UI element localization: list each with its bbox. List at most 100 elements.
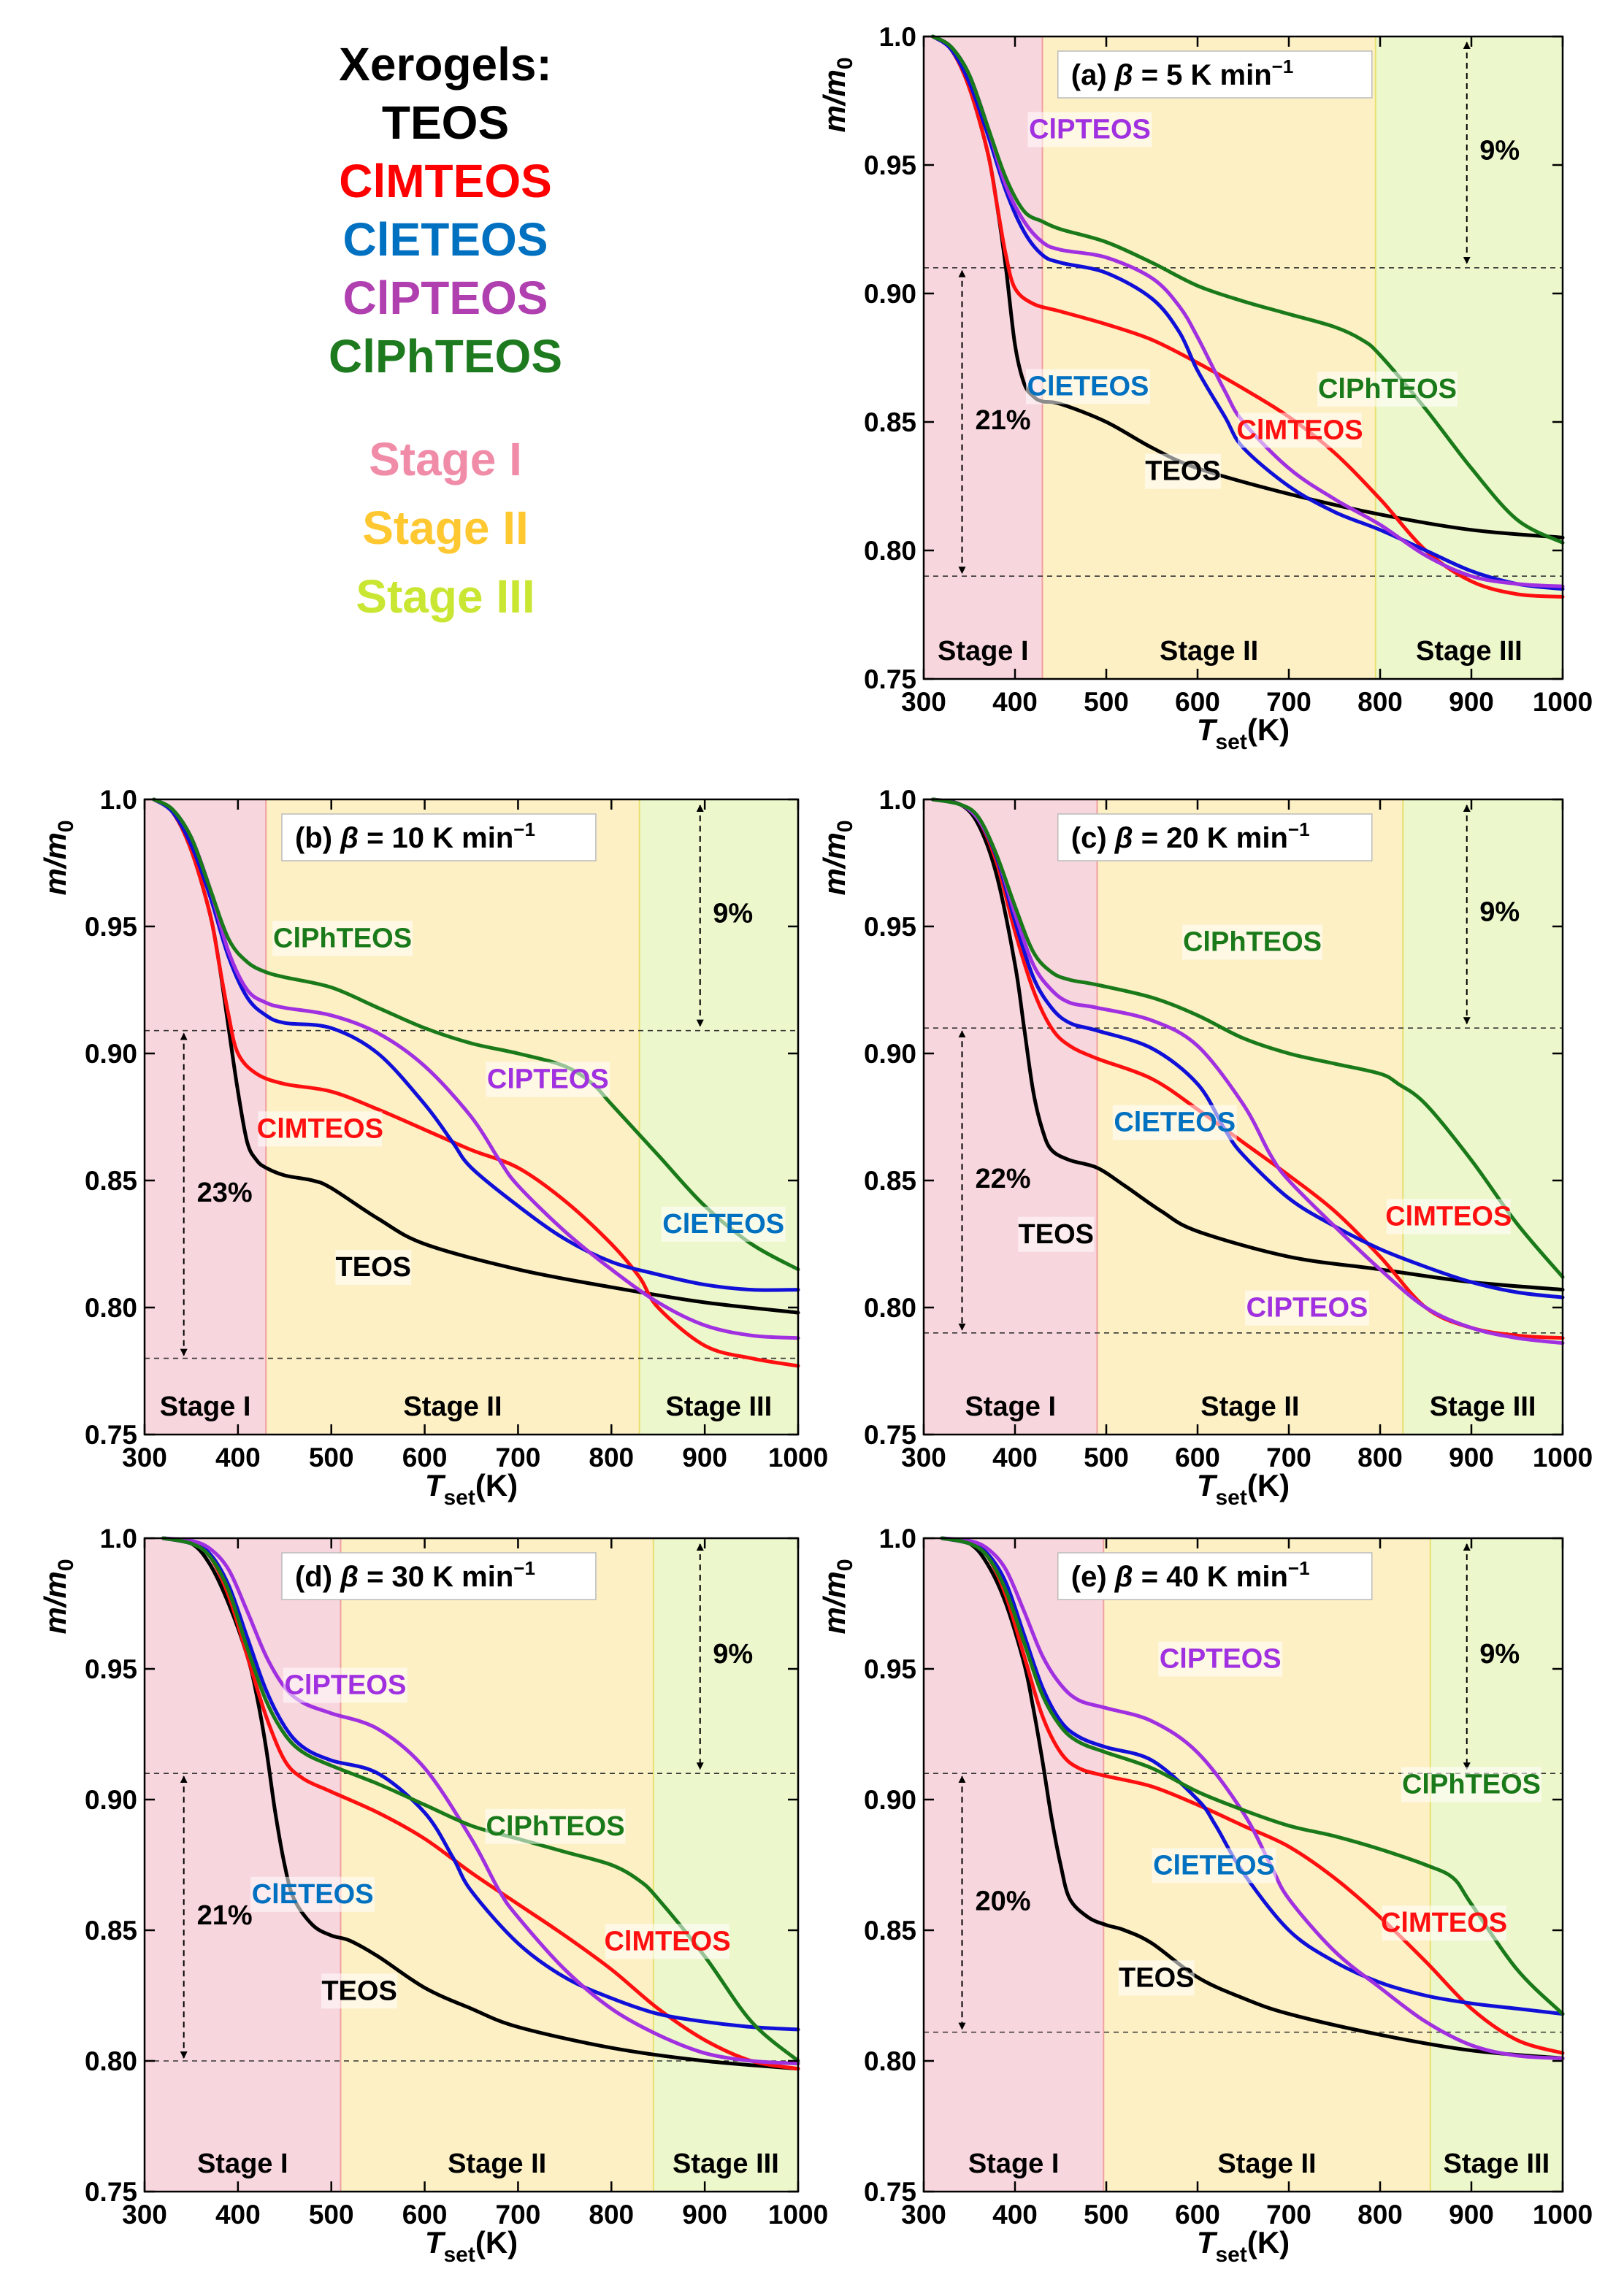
chart-panel-a: 21% 9% ClPTEOS ClETEOS ClPhTEOS ClMTEOS TEOS St… bbox=[817, 22, 1593, 754]
series-label-clphteos: ClPhTEOS bbox=[1183, 927, 1322, 958]
stage-label-2: Stage II bbox=[1160, 636, 1258, 667]
plot-frame bbox=[143, 798, 800, 1436]
annotation-total-loss: 21% bbox=[197, 1900, 253, 1931]
title-box bbox=[1057, 1552, 1373, 1600]
chart-panel-d: 21% 9% ClPTEOS ClPhTEOS ClETEOS ClMTEOS TEOS St… bbox=[38, 1524, 828, 2267]
series-label-clphteos: ClPhTEOS bbox=[1318, 374, 1457, 404]
series-label-bg bbox=[335, 1250, 412, 1286]
series-line-cleteos bbox=[161, 1536, 800, 2032]
stage-1-region bbox=[145, 799, 267, 1435]
annotation-bg bbox=[707, 1632, 759, 1671]
y-tick-label: 0.75 bbox=[864, 664, 916, 694]
series-label-bg bbox=[1386, 1199, 1511, 1235]
series-label-bg bbox=[1245, 1290, 1369, 1326]
series-label-teos: TEOS bbox=[1119, 1962, 1194, 1993]
series-label-bg bbox=[661, 1206, 786, 1242]
x-tick-label: 1000 bbox=[1533, 1443, 1593, 1473]
annotation-total-loss: 22% bbox=[975, 1164, 1030, 1194]
series-line-clphteos bbox=[940, 1536, 1565, 2016]
x-tick-label: 400 bbox=[215, 2200, 261, 2230]
annotation-stage3-loss: 9% bbox=[713, 898, 753, 929]
x-tick-label: 700 bbox=[1266, 687, 1311, 717]
x-tick-label: 400 bbox=[992, 687, 1038, 717]
x-tick-label: 500 bbox=[309, 1443, 354, 1473]
series-label-clmteos: ClMTEOS bbox=[257, 1113, 383, 1144]
chart-panel-b: 23% 9% ClPhTEOS ClPTEOS ClMTEOS ClETEOS TEOS St… bbox=[38, 785, 828, 1510]
series-label-teos: TEOS bbox=[321, 1976, 397, 2006]
series-label-clpteos: ClPTEOS bbox=[1160, 1644, 1282, 1675]
x-tick-label: 300 bbox=[901, 1443, 946, 1473]
x-tick-label: 500 bbox=[1084, 687, 1129, 717]
x-tick-label: 1000 bbox=[1533, 687, 1593, 717]
x-axis-label: Tset(K) bbox=[1197, 2225, 1290, 2267]
y-tick-label: 0.90 bbox=[85, 1039, 137, 1069]
annotation-bg bbox=[972, 1157, 1034, 1195]
series-line-cleteos bbox=[152, 797, 800, 1292]
y-tick-label: 0.90 bbox=[864, 1039, 916, 1069]
annotation-bg bbox=[707, 891, 759, 930]
series-line-clpteos bbox=[940, 1536, 1565, 2060]
series-label-clmteos: ClMTEOS bbox=[1385, 1201, 1512, 1232]
stage-label-2: Stage II bbox=[1200, 1391, 1299, 1422]
stage-label-3: Stage III bbox=[665, 1391, 772, 1422]
x-tick-label: 900 bbox=[1449, 687, 1494, 717]
y-axis-label: m/m0 bbox=[817, 1559, 857, 1634]
series-label-bg bbox=[1238, 412, 1362, 448]
series-line-cleteos bbox=[931, 34, 1565, 591]
x-tick-label: 700 bbox=[1266, 2200, 1311, 2230]
x-tick-label: 1000 bbox=[768, 1443, 828, 1473]
annotation-stage3-loss: 9% bbox=[1479, 135, 1520, 166]
x-tick-label: 500 bbox=[309, 2200, 354, 2230]
title-box bbox=[1057, 50, 1373, 99]
series-label-bg bbox=[1018, 1216, 1095, 1252]
series-label-clmteos: ClMTEOS bbox=[604, 1926, 730, 1957]
y-tick-label: 1.0 bbox=[879, 22, 916, 52]
y-tick-label: 1.0 bbox=[100, 1524, 137, 1554]
y-tick-label: 0.85 bbox=[864, 407, 916, 437]
y-tick-label: 0.80 bbox=[85, 1293, 137, 1323]
y-tick-label: 0.85 bbox=[85, 1166, 137, 1196]
series-label-bg bbox=[321, 1973, 398, 2009]
chart-title: (a) β = 5 K min−1 bbox=[1071, 55, 1294, 91]
stage-3-region bbox=[1375, 37, 1563, 679]
y-tick-label: 0.95 bbox=[864, 1654, 916, 1684]
stage-label-3: Stage III bbox=[1416, 636, 1522, 667]
title-box bbox=[281, 813, 597, 861]
x-axis-label: Tset(K) bbox=[1197, 1468, 1290, 1510]
series-label-cleteos: ClETEOS bbox=[1114, 1107, 1236, 1138]
x-tick-label: 300 bbox=[901, 2200, 946, 2230]
annotation-stage3-loss: 9% bbox=[713, 1639, 753, 1670]
series-label-clphteos: ClPhTEOS bbox=[1402, 1769, 1541, 1800]
series-line-clphteos bbox=[931, 34, 1565, 545]
x-tick-label: 700 bbox=[496, 1443, 541, 1473]
series-line-teos bbox=[931, 797, 1565, 1292]
series-label-clpteos: ClPTEOS bbox=[1029, 115, 1151, 145]
annotation-bg bbox=[972, 399, 1034, 437]
series-label-teos: TEOS bbox=[1145, 456, 1220, 487]
x-tick-label: 800 bbox=[589, 2200, 634, 2230]
legend-stage-3: Stage III bbox=[356, 570, 535, 623]
x-tick-label: 800 bbox=[1357, 687, 1403, 717]
y-axis-label: m/m0 bbox=[817, 57, 857, 132]
stage-label-1: Stage I bbox=[197, 2149, 288, 2179]
stage-label-3: Stage III bbox=[673, 2149, 779, 2179]
annotation-bg bbox=[1474, 1632, 1525, 1671]
legend: Xerogels: TEOS ClMTEOS ClETEOS ClPTEOS C… bbox=[241, 35, 650, 631]
plot-frame bbox=[143, 1537, 800, 2193]
legend-series-clpteos: ClPTEOS bbox=[342, 272, 548, 324]
series-label-clphteos: ClPhTEOS bbox=[273, 923, 412, 953]
y-tick-label: 0.95 bbox=[85, 912, 137, 942]
legend-title: Xerogels: bbox=[339, 38, 552, 91]
series-label-cleteos: ClETEOS bbox=[1027, 372, 1149, 402]
x-tick-label: 900 bbox=[682, 1443, 727, 1473]
annotation-bg bbox=[972, 1879, 1034, 1918]
series-line-clphteos bbox=[152, 797, 800, 1272]
annotation-bg bbox=[194, 1894, 256, 1932]
x-tick-label: 900 bbox=[1449, 2200, 1494, 2230]
stage-1-region bbox=[924, 37, 1043, 679]
stage-label-2: Stage II bbox=[1217, 2149, 1316, 2179]
legend-series-clphteos: ClPhTEOS bbox=[328, 330, 563, 383]
y-axis-label: m/m0 bbox=[817, 820, 857, 895]
stage-2-region bbox=[340, 1538, 654, 2192]
series-label-bg bbox=[1182, 924, 1322, 960]
